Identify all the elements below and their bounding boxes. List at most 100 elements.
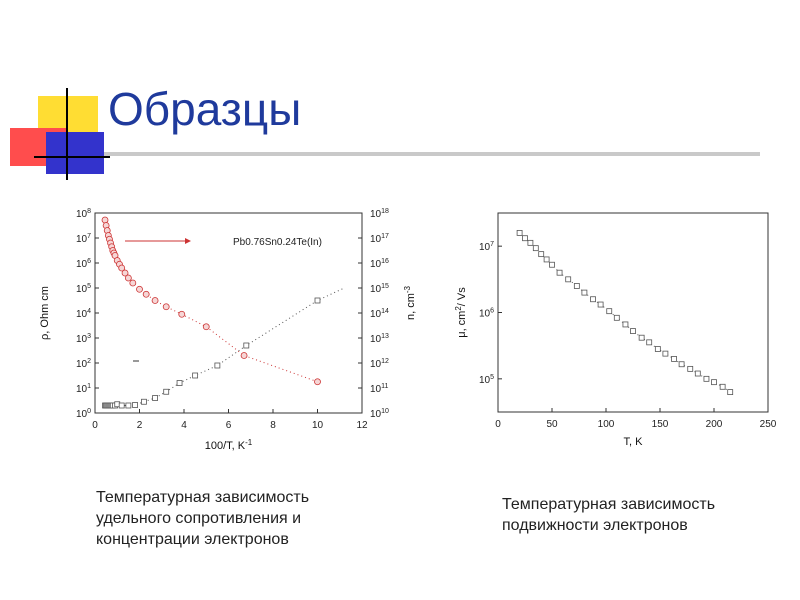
y-right-tick-label: 1018 — [370, 208, 389, 220]
x-tick-label: 0 — [92, 420, 98, 431]
y-left-tick-label: 105 — [76, 283, 91, 295]
y-right-tick-label: 1012 — [370, 358, 389, 370]
y-left-tick-label: 101 — [76, 383, 91, 395]
x-tick-label: 2 — [137, 420, 143, 431]
plot-frame — [497, 212, 769, 413]
square-point — [678, 361, 685, 368]
square-point — [163, 388, 170, 395]
decor-black-line — [34, 156, 110, 158]
square-point — [141, 398, 147, 405]
x-tick-label: 0 — [495, 419, 501, 430]
caption-right-line: подвижности электронов — [502, 517, 688, 534]
square-point — [516, 229, 523, 236]
square-point — [532, 245, 539, 252]
square-point — [630, 328, 636, 334]
square-point — [527, 239, 534, 246]
x-tick-label: 200 — [706, 419, 723, 430]
y-right-tick-label: 1013 — [370, 333, 389, 345]
square-point — [176, 380, 183, 386]
circle-point — [240, 352, 248, 359]
square-point — [243, 342, 250, 349]
y-tick-label: 107 — [479, 241, 494, 253]
x-tick-label: 100 — [598, 419, 615, 430]
y-right-axis-label: n, cm-3 — [403, 285, 417, 320]
circle-point — [121, 269, 129, 277]
legend-arrow-head — [185, 238, 191, 244]
square-point — [727, 389, 734, 396]
title-underline — [104, 152, 760, 156]
x-tick-label: 12 — [356, 420, 368, 431]
circle-point — [151, 297, 159, 304]
x-tick-label: 250 — [760, 419, 777, 430]
x-tick-label: 8 — [270, 420, 276, 431]
y-tick-label: 105 — [479, 374, 494, 386]
square-point — [719, 383, 726, 390]
square-point — [314, 297, 321, 304]
square-point — [565, 276, 572, 283]
y-left-tick-label: 103 — [76, 333, 91, 345]
square-point — [687, 365, 694, 372]
square-point — [125, 402, 132, 409]
x-axis-label: 100/T, K-1 — [205, 438, 253, 452]
y-left-tick-label: 106 — [76, 258, 91, 270]
y-tick-label: 106 — [479, 308, 494, 320]
square-point — [703, 375, 710, 382]
square-point — [132, 402, 138, 408]
square-point — [613, 314, 620, 321]
x-tick-label: 4 — [181, 420, 187, 431]
caption-right: Температурная зависимость подвижности эл… — [502, 494, 782, 536]
y-right-tick-label: 1011 — [370, 383, 388, 395]
square-point — [694, 370, 701, 377]
y-right-tick-label: 1016 — [370, 258, 389, 270]
caption-left-line: Температурная зависимость — [96, 489, 310, 506]
circle-point — [142, 290, 150, 298]
circle-point — [136, 285, 143, 293]
square-point — [581, 289, 588, 296]
square-point — [638, 334, 645, 341]
square-point — [118, 402, 125, 409]
x-tick-label: 6 — [226, 420, 232, 431]
square-point — [590, 296, 596, 303]
decor-blue-square — [46, 132, 104, 174]
mobility-series-line — [519, 232, 731, 393]
square-point — [622, 321, 629, 328]
square-point — [152, 395, 158, 401]
page-title: Образцы — [108, 83, 302, 135]
caption-left-line: удельного сопротивления и — [96, 510, 302, 527]
circle-point — [314, 378, 321, 386]
y-left-tick-label: 108 — [76, 208, 91, 220]
caption-left: Температурная зависимость удельного сопр… — [96, 487, 396, 550]
square-point — [646, 339, 653, 346]
square-point — [606, 308, 613, 315]
y-left-axis-label: ρ, Ohm cm — [39, 286, 51, 340]
square-point — [662, 350, 669, 357]
y-right-tick-label: 1014 — [370, 308, 389, 320]
caption-right-line: Температурная зависимость — [502, 496, 716, 513]
x-tick-label: 10 — [312, 420, 324, 431]
y-left-tick-label: 104 — [76, 308, 91, 320]
square-point — [214, 362, 221, 369]
x-tick-label: 150 — [652, 419, 669, 430]
y-right-tick-label: 1010 — [370, 408, 389, 420]
square-point — [538, 251, 545, 258]
x-axis-label: T, K — [624, 436, 644, 448]
circle-point — [162, 303, 170, 311]
square-point — [671, 356, 677, 362]
square-point — [543, 256, 550, 263]
caption-left-line: концентрации электронов — [96, 531, 289, 548]
square-point — [192, 372, 199, 379]
square-series-line — [105, 287, 345, 406]
y-left-tick-label: 107 — [76, 233, 91, 245]
y-left-tick-label: 100 — [76, 408, 91, 420]
circle-point — [129, 279, 137, 287]
square-point — [597, 301, 604, 308]
y-right-tick-label: 1015 — [370, 283, 389, 295]
circle-point — [118, 264, 126, 272]
square-point — [522, 235, 528, 242]
square-point — [654, 346, 661, 352]
circle-point — [178, 310, 186, 318]
circle-point — [202, 323, 210, 331]
square-point — [556, 269, 563, 276]
